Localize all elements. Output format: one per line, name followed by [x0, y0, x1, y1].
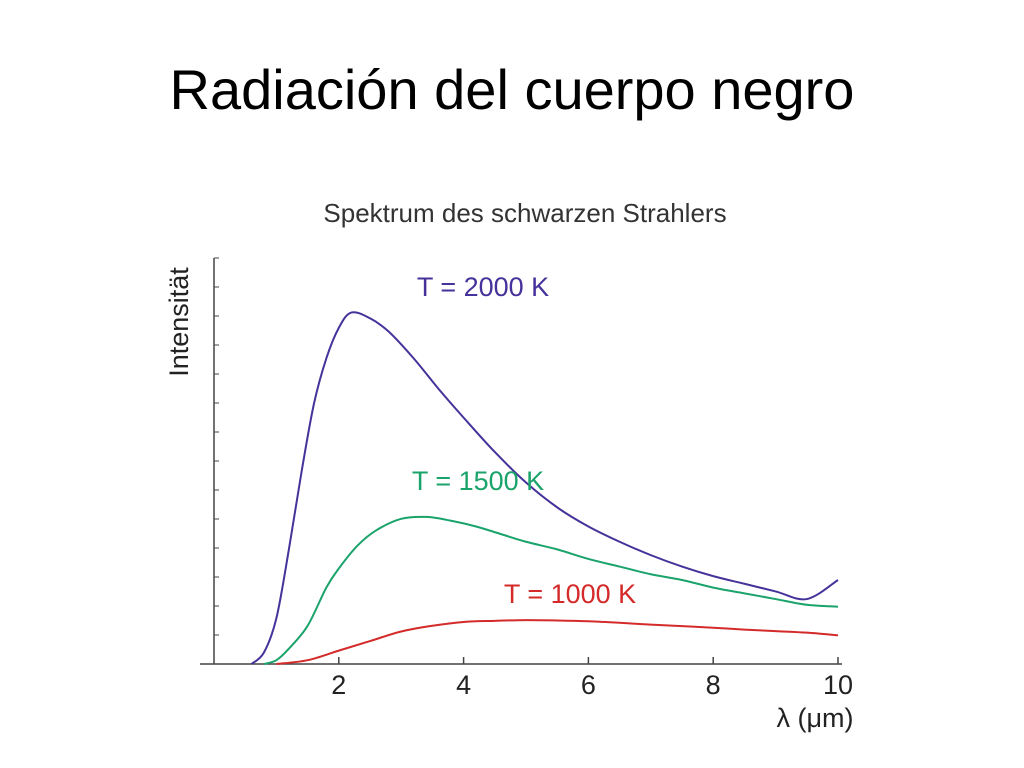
series-labels: T = 2000 K T = 1500 K T = 1000 K: [412, 272, 636, 609]
x-ticks: 2 4 6 8 10: [331, 657, 853, 700]
x-axis-label: λ (μm): [776, 703, 853, 733]
series-label: T = 2000 K: [417, 272, 549, 302]
x-tick-label: 10: [823, 670, 853, 700]
axes: 2 4 6 8 10: [200, 257, 853, 700]
series-line: [263, 515, 839, 665]
series-curves: [250, 311, 839, 665]
x-tick-label: 8: [706, 670, 721, 700]
slide-title: Radiación del cuerpo negro: [169, 58, 855, 121]
series-label: T = 1500 K: [412, 466, 544, 496]
series-line: [250, 311, 839, 665]
x-tick-label: 6: [581, 670, 596, 700]
chart-title: Spektrum des schwarzen Strahlers: [323, 198, 726, 228]
series-line: [276, 619, 839, 665]
x-tick-label: 4: [456, 670, 471, 700]
y-ticks: [214, 257, 219, 636]
x-tick-label: 2: [331, 670, 346, 700]
series-label: T = 1000 K: [504, 579, 636, 609]
y-axis-label: Intensität: [164, 267, 194, 377]
